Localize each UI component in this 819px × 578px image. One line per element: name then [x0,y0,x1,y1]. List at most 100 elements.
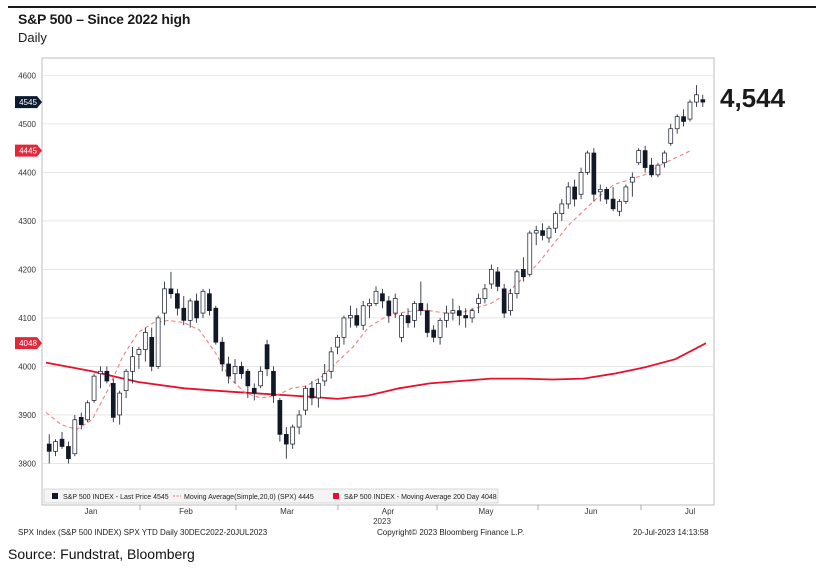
x-year-label: 2023 [373,517,391,526]
candle-body [78,417,84,425]
price-tag-last [15,96,42,109]
candle-body [219,341,225,365]
candle-body [142,332,148,350]
candle-body [508,293,513,312]
candle-body [386,300,392,316]
candle-body [130,356,135,372]
y-tick-label: 4600 [18,71,36,80]
candle-body [540,230,545,236]
y-tick-label: 4000 [18,362,36,371]
price-tag-ma200 [15,337,42,350]
legend-icon-candle [52,493,58,499]
candle-body [380,293,385,302]
footer-security-info: SPX Index (S&P 500 INDEX) SPX YTD Daily … [18,528,268,537]
candle-body [591,152,597,195]
candle-body [354,315,360,326]
candle-body [681,116,686,122]
x-tick-label: Jun [585,507,598,516]
legend: S&P 500 INDEX - Last Price 4545 Moving Av… [43,488,499,504]
candle-body [175,293,180,309]
x-tick-label: Feb [179,507,193,516]
candle-body [629,176,635,183]
ma20-line [45,150,691,431]
price-tag-label: 4545 [19,98,37,107]
candle-body [437,320,443,338]
candle-body [431,329,437,338]
candle-body [348,315,353,319]
candle-body [328,351,334,372]
candle-body [489,269,494,285]
candle-body [207,293,212,312]
candle-body [213,307,219,343]
candle-body [444,312,449,321]
y-gridlines [42,75,714,464]
candle-body [290,426,296,445]
candle-body [668,128,674,144]
x-tick-label: Jul [685,507,695,516]
candle-body [495,271,501,287]
candle-body [418,303,424,312]
candle-body [476,298,481,304]
candle-body [597,189,603,193]
plot-frame [41,57,715,506]
candle-body [373,290,379,304]
candle-body [123,370,129,392]
y-tick-label: 4300 [18,217,36,226]
candle-body [559,203,565,214]
candle-body [322,373,328,382]
candle-body [136,349,142,355]
candle-body [239,366,244,375]
candle-body [110,383,116,418]
candles-layer [46,85,706,464]
y-tick-label: 3900 [18,411,36,420]
candle-body [104,370,110,382]
candle-body [553,213,558,229]
candle-body [546,227,552,239]
candle-body [245,370,251,387]
x-axis: Jan Feb Mar Apr May Jun Jul 2023 [85,505,695,526]
candle-body [623,186,629,202]
ma200-line [45,342,707,400]
candle-body [501,288,507,314]
candle-body [258,370,263,387]
candle-body [66,446,71,459]
candle-body [527,232,533,275]
candle-body [155,317,161,367]
candle-body [585,152,590,173]
y-axis: 3800 3900 4000 4100 4200 4300 4400 4500 4600 [18,71,36,468]
candle-body [85,402,90,421]
candle-body [226,363,231,377]
candle-body [53,441,58,452]
candle-body [168,288,174,295]
price-tags: 4545 4445 4048 [15,96,42,350]
candle-body [271,370,276,396]
candle-body [194,300,199,319]
candle-body [399,315,404,338]
candle-body [309,387,315,399]
candle-body [117,392,123,416]
candle-body [303,387,308,411]
candle-body [610,198,616,210]
candle-body [424,310,430,333]
candle-body [469,310,475,319]
candle-body [521,269,526,278]
candle-body [617,201,622,212]
candle-body [700,99,706,103]
candle-body [405,315,411,324]
footer-timestamp: 20-Jul-2023 14:13:58 [633,528,709,537]
candle-body [200,290,206,314]
candle-body [572,186,577,200]
footer-copyright: Copyright© 2023 Bloomberg Finance L.P. [377,528,525,537]
candle-body [315,383,321,399]
candle-body [655,164,661,176]
candle-body [450,310,456,314]
candle-body [59,438,65,447]
candle-body [533,230,539,234]
price-tag-label: 4048 [19,339,37,348]
candle-body [149,336,155,367]
legend-icon-swatch [333,493,339,499]
candle-body [91,375,97,401]
candle-body [98,370,103,375]
candle-body [360,305,366,326]
